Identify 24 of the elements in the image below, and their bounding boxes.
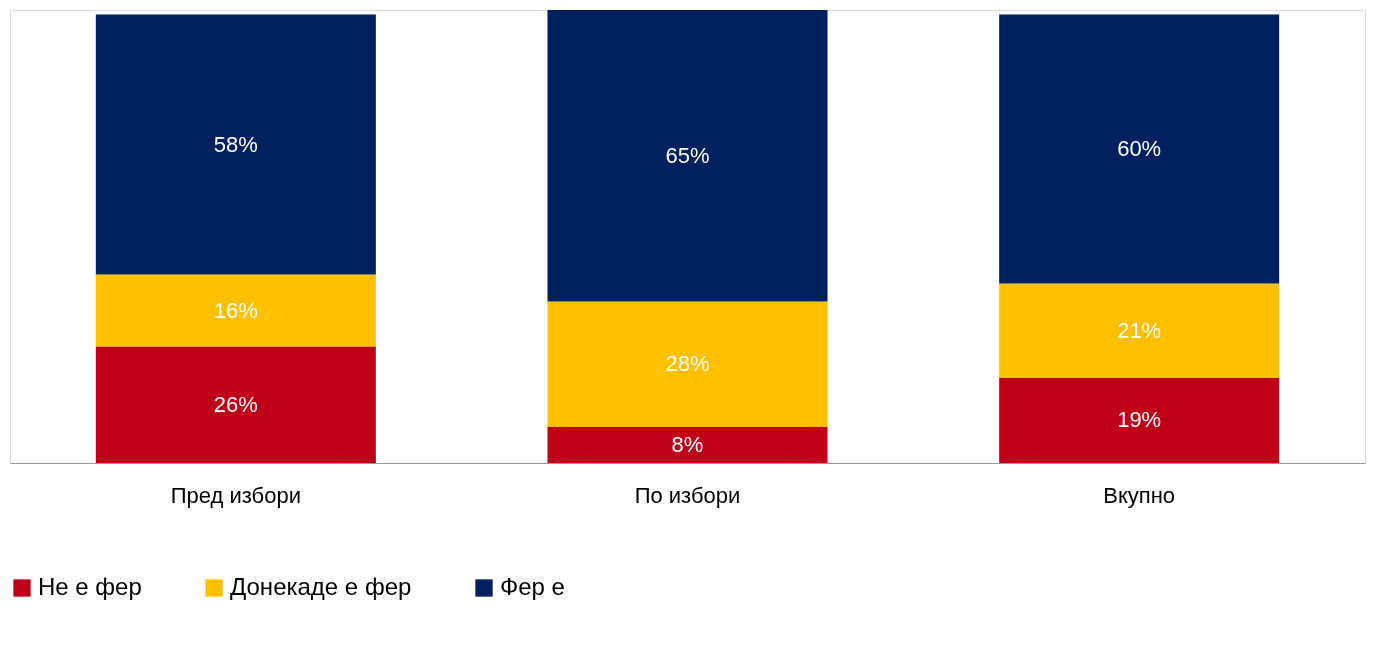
bar — [999, 377, 1280, 463]
data-label: 28% — [665, 351, 710, 377]
bar — [999, 283, 1280, 378]
data-label: 26% — [213, 391, 258, 417]
legend-label: Не е фер — [38, 573, 142, 600]
data-label: 60% — [1117, 136, 1162, 162]
x-tick-label: По избори — [634, 482, 741, 508]
data-label: 8% — [671, 432, 704, 458]
bar — [95, 346, 376, 463]
x-tick-label: Вкупно — [1103, 482, 1176, 508]
bar — [95, 14, 376, 275]
legend-label: Донекаде е фер — [230, 573, 412, 600]
legend-label: Фер е — [500, 573, 565, 600]
data-label: 58% — [213, 131, 258, 157]
bar — [547, 427, 828, 463]
x-tick-label: Пред избори — [170, 482, 301, 508]
bar — [95, 274, 376, 347]
bar — [547, 301, 828, 428]
data-label: 65% — [665, 142, 710, 168]
bar — [999, 14, 1280, 284]
bar — [547, 10, 828, 302]
data-label: 19% — [1117, 407, 1162, 433]
data-label: 16% — [213, 297, 258, 323]
data-label: 21% — [1117, 317, 1162, 343]
